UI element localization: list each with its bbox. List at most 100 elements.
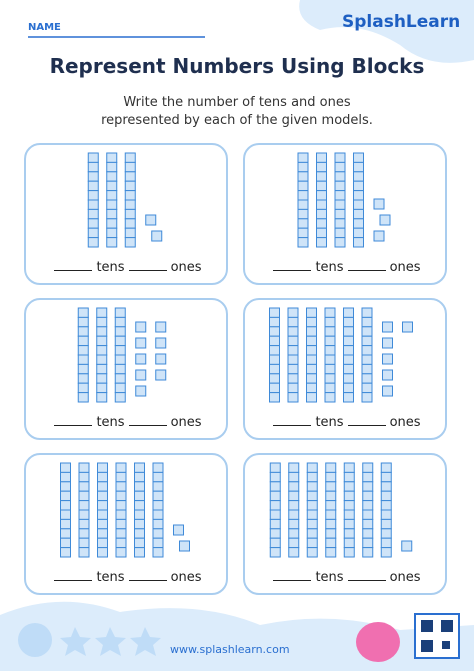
model-panel: tens ones: [243, 453, 447, 595]
unit-cube: [288, 462, 300, 473]
unit-cube: [353, 227, 364, 239]
unit-cube: [87, 190, 99, 201]
unit-cube: [324, 326, 336, 337]
unit-cube: [343, 307, 354, 318]
unit-cube: [316, 218, 327, 229]
unit-cube: [124, 237, 136, 248]
unit-cube: [343, 462, 355, 473]
unit-cube: [401, 540, 413, 552]
unit-cube: [155, 353, 167, 365]
unit-cube: [151, 230, 163, 242]
unit-cube: [380, 471, 392, 483]
unit-cube: [287, 382, 299, 394]
unit-cube: [114, 345, 126, 356]
unit-cube: [135, 369, 147, 381]
unit-cube: [77, 316, 89, 328]
unit-cube: [124, 227, 136, 239]
model-panel: tens ones: [243, 298, 447, 440]
unit-cube: [306, 518, 318, 530]
unit-cube: [343, 373, 354, 384]
brand: SplashLearn: [342, 12, 461, 32]
unit-cube: [297, 208, 309, 220]
unit-cube: [115, 547, 127, 558]
unit-cube: [60, 509, 71, 520]
unit-cube: [316, 161, 327, 173]
name-label: NAME: [28, 22, 61, 33]
unit-cube: [380, 500, 392, 511]
unit-cube: [306, 528, 318, 539]
model-panel: tens ones: [243, 143, 447, 285]
unit-cube: [316, 199, 327, 210]
unit-cube: [343, 537, 355, 549]
unit-cube: [287, 363, 299, 375]
unit-cube: [269, 392, 280, 403]
unit-cube: [324, 373, 336, 384]
unit-cube: [124, 161, 136, 173]
unit-cube: [106, 208, 118, 220]
unit-cube: [78, 537, 90, 549]
unit-cube: [135, 385, 147, 397]
unit-cube: [380, 490, 392, 502]
unit-cube: [114, 307, 126, 318]
unit-cube: [134, 471, 145, 483]
unit-cube: [155, 369, 167, 381]
unit-cube: [288, 471, 300, 483]
unit-cube: [152, 509, 164, 520]
unit-cube: [96, 363, 108, 375]
unit-cube: [288, 518, 300, 530]
unit-cube: [334, 161, 346, 173]
ones-cubes: [401, 540, 413, 552]
unit-cube: [97, 462, 108, 473]
unit-cube: [269, 481, 281, 492]
unit-cube: [106, 161, 118, 173]
unit-cube: [361, 382, 373, 394]
unit-cube: [306, 537, 318, 549]
unit-cube: [306, 326, 317, 337]
unit-cube: [97, 509, 108, 520]
unit-cube: [115, 509, 127, 520]
unit-cube: [152, 471, 164, 483]
unit-cube: [343, 481, 355, 492]
tens-rods: [77, 307, 126, 403]
unit-cube: [106, 171, 118, 182]
blank: [128, 270, 167, 271]
unit-cube: [325, 481, 337, 492]
unit-cube: [353, 237, 364, 248]
unit-cube: [353, 199, 364, 210]
unit-cube: [269, 537, 281, 549]
unit-cube: [325, 518, 337, 530]
unit-cube: [324, 363, 336, 375]
unit-cube: [134, 481, 145, 492]
unit-cube: [78, 481, 90, 492]
unit-cube: [134, 500, 145, 511]
unit-cube: [287, 316, 299, 328]
unit-cube: [115, 481, 127, 492]
unit-cube: [134, 490, 145, 502]
unit-cube: [343, 528, 355, 539]
unit-cube: [325, 537, 337, 549]
unit-cube: [78, 528, 90, 539]
unit-cube: [353, 218, 364, 229]
unit-cube: [316, 208, 327, 220]
unit-cube: [60, 518, 71, 530]
unit-cube: [114, 382, 126, 394]
unit-cube: [361, 345, 373, 356]
unit-cube: [306, 481, 318, 492]
unit-cube: [334, 227, 346, 239]
tens-rods: [269, 307, 373, 403]
unit-cube: [287, 354, 299, 365]
blank: [273, 270, 312, 271]
unit-cube: [325, 509, 337, 520]
unit-cube: [306, 490, 318, 502]
tens-rods: [60, 462, 164, 558]
tens-label: tens: [96, 415, 125, 430]
unit-cube: [306, 373, 317, 384]
unit-cube: [78, 509, 90, 520]
unit-cube: [96, 316, 108, 328]
unit-cube: [382, 321, 393, 333]
unit-cube: [115, 518, 127, 530]
unit-cube: [269, 326, 280, 337]
unit-cube: [269, 518, 281, 530]
unit-cube: [380, 481, 392, 492]
unit-cube: [287, 326, 299, 337]
